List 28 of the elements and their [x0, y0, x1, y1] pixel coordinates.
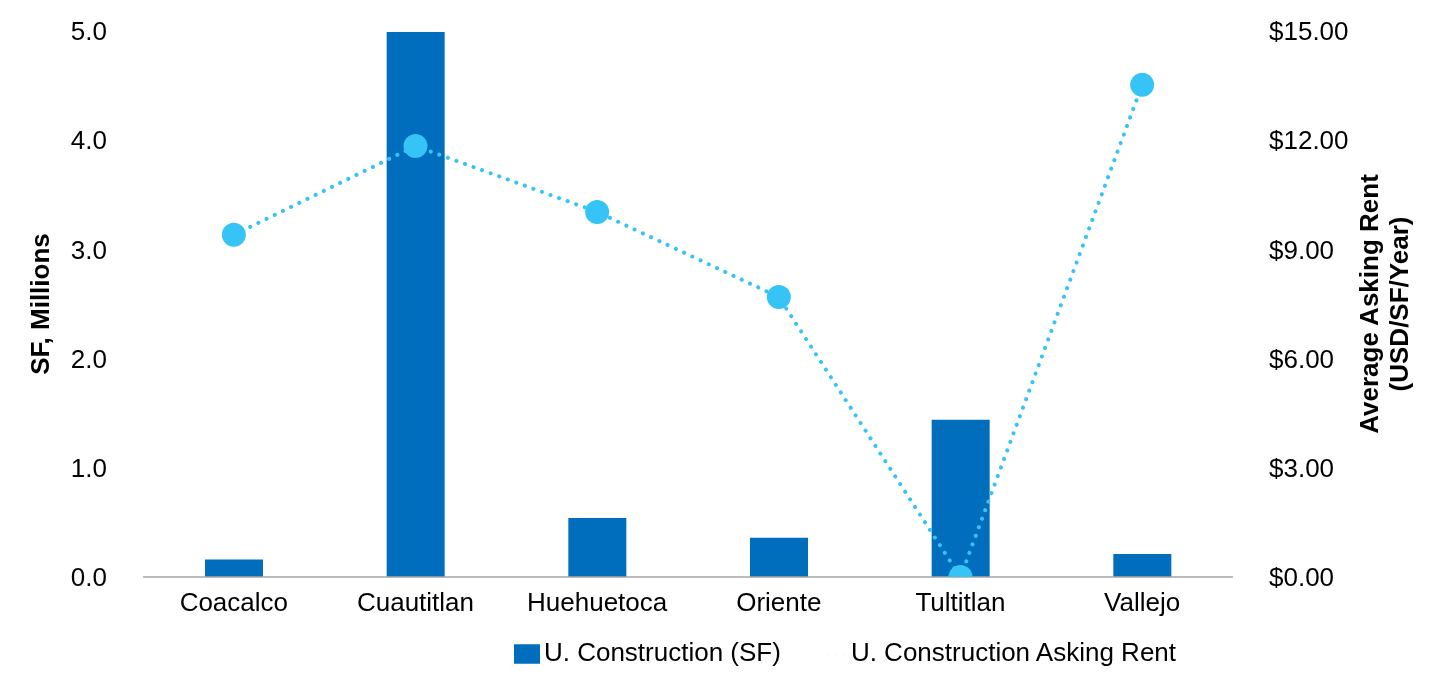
y-tick-label: 5.0 — [70, 16, 107, 47]
y2-tick-label: $9.00 — [1269, 234, 1335, 265]
y2-axis-title: Average Asking Rent (USD/SF/Year) — [1354, 173, 1414, 434]
x-tick-label: Oriente — [736, 587, 822, 618]
bar — [750, 537, 808, 577]
y2-tick-label: $15.00 — [1269, 16, 1349, 47]
y-tick-label: 3.0 — [70, 234, 107, 265]
x-tick-label: Tultitlan — [915, 587, 1006, 618]
y-tick-label: 0.0 — [70, 562, 107, 593]
x-tick-label: Cuautitlan — [356, 587, 475, 618]
bar — [568, 518, 627, 577]
y-tick-label: 2.0 — [70, 343, 107, 374]
y-axis-title: SF, Millions — [25, 233, 55, 375]
bar — [931, 419, 990, 577]
y2-tick-label: $12.00 — [1269, 125, 1349, 156]
y2-tick-label: $3.00 — [1269, 453, 1335, 484]
y-tick-label: 4.0 — [70, 125, 107, 156]
bar — [1113, 554, 1172, 577]
x-tick-label: Huehuetoca — [527, 587, 668, 618]
y2-tick-label: $6.00 — [1269, 343, 1335, 374]
bar — [205, 559, 263, 577]
x-tick-label: Coacalco — [179, 587, 289, 618]
x-tick-label: Vallejo — [1104, 587, 1181, 618]
legend-label: U. Construction Asking Rent — [850, 637, 1177, 667]
y-tick-label: 1.0 — [70, 453, 107, 484]
y2-tick-label: $0.00 — [1269, 562, 1335, 593]
legend-label: U. Construction (SF) — [543, 637, 781, 667]
bar — [386, 32, 445, 577]
